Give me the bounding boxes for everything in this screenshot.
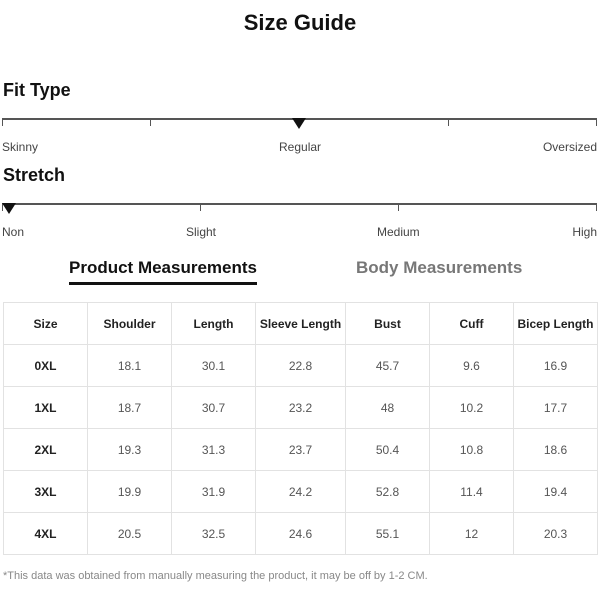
measurements-table: Size Shoulder Length Sleeve Length Bust … xyxy=(3,302,598,555)
cell-shoulder: 20.5 xyxy=(87,512,172,555)
header-cuff: Cuff xyxy=(429,302,514,345)
cell-sleeve-length: 23.7 xyxy=(255,428,346,471)
cell-sleeve-length: 24.2 xyxy=(255,470,346,513)
cell-cuff: 11.4 xyxy=(429,470,514,513)
fit-type-marker-icon xyxy=(292,118,306,129)
fit-type-tick xyxy=(448,118,449,126)
cell-shoulder: 19.9 xyxy=(87,470,172,513)
table-row: 3XL 19.9 31.9 24.2 52.8 11.4 19.4 xyxy=(3,470,598,513)
cell-size: 0XL xyxy=(3,344,88,387)
fit-option-oversized: Oversized xyxy=(542,140,597,154)
cell-shoulder: 18.1 xyxy=(87,344,172,387)
fit-option-skinny: Skinny xyxy=(2,140,39,154)
header-bust: Bust xyxy=(345,302,430,345)
cell-bicep-length: 17.7 xyxy=(513,386,598,429)
cell-shoulder: 19.3 xyxy=(87,428,172,471)
stretch-scale-line xyxy=(2,203,597,205)
cell-cuff: 9.6 xyxy=(429,344,514,387)
header-length: Length xyxy=(171,302,256,345)
table-row: 4XL 20.5 32.5 24.6 55.1 12 20.3 xyxy=(3,512,598,555)
stretch-tick xyxy=(200,203,201,211)
header-shoulder: Shoulder xyxy=(87,302,172,345)
cell-size: 2XL xyxy=(3,428,88,471)
table-header-row: Size Shoulder Length Sleeve Length Bust … xyxy=(3,302,598,345)
measurement-disclaimer: *This data was obtained from manually me… xyxy=(3,570,428,582)
cell-shoulder: 18.7 xyxy=(87,386,172,429)
cell-bust: 48 xyxy=(345,386,430,429)
stretch-scale: Non Slight Medium High xyxy=(2,197,597,239)
cell-sleeve-length: 23.2 xyxy=(255,386,346,429)
cell-sleeve-length: 24.6 xyxy=(255,512,346,555)
cell-cuff: 12 xyxy=(429,512,514,555)
cell-length: 31.9 xyxy=(171,470,256,513)
stretch-label: Stretch xyxy=(3,165,66,185)
cell-length: 30.1 xyxy=(171,344,256,387)
cell-bust: 52.8 xyxy=(345,470,430,513)
cell-cuff: 10.2 xyxy=(429,386,514,429)
cell-size: 1XL xyxy=(3,386,88,429)
table-row: 0XL 18.1 30.1 22.8 45.7 9.6 16.9 xyxy=(3,344,598,387)
stretch-option-non: Non xyxy=(2,225,25,239)
cell-length: 31.3 xyxy=(171,428,256,471)
table-row: 2XL 19.3 31.3 23.7 50.4 10.8 18.6 xyxy=(3,428,598,471)
header-bicep-length: Bicep Length xyxy=(513,302,598,345)
stretch-marker-icon xyxy=(2,203,16,214)
cell-bicep-length: 18.6 xyxy=(513,428,598,471)
cell-size: 3XL xyxy=(3,470,88,513)
cell-bust: 45.7 xyxy=(345,344,430,387)
fit-type-tick xyxy=(150,118,151,126)
stretch-option-high: High xyxy=(572,225,597,239)
tab-product-measurements[interactable]: Product Measurements xyxy=(69,258,257,285)
fit-type-label: Fit Type xyxy=(3,80,71,100)
header-sleeve-length: Sleeve Length xyxy=(255,302,346,345)
page-title: Size Guide xyxy=(243,10,357,35)
cell-cuff: 10.8 xyxy=(429,428,514,471)
fit-option-regular: Regular xyxy=(279,140,322,154)
header-size: Size xyxy=(3,302,88,345)
cell-bicep-length: 19.4 xyxy=(513,470,598,513)
fit-type-tick xyxy=(596,118,597,126)
cell-length: 30.7 xyxy=(171,386,256,429)
cell-size: 4XL xyxy=(3,512,88,555)
cell-bust: 55.1 xyxy=(345,512,430,555)
stretch-tick xyxy=(596,203,597,211)
cell-bust: 50.4 xyxy=(345,428,430,471)
cell-bicep-length: 16.9 xyxy=(513,344,598,387)
fit-type-tick xyxy=(2,118,3,126)
stretch-option-slight: Slight xyxy=(186,225,217,239)
cell-sleeve-length: 22.8 xyxy=(255,344,346,387)
table-row: 1XL 18.7 30.7 23.2 48 10.2 17.7 xyxy=(3,386,598,429)
tab-body-measurements[interactable]: Body Measurements xyxy=(356,258,523,277)
stretch-tick xyxy=(398,203,399,211)
fit-type-scale: Skinny Regular Oversized xyxy=(2,112,597,154)
stretch-option-medium: Medium xyxy=(377,225,420,239)
cell-bicep-length: 20.3 xyxy=(513,512,598,555)
cell-length: 32.5 xyxy=(171,512,256,555)
